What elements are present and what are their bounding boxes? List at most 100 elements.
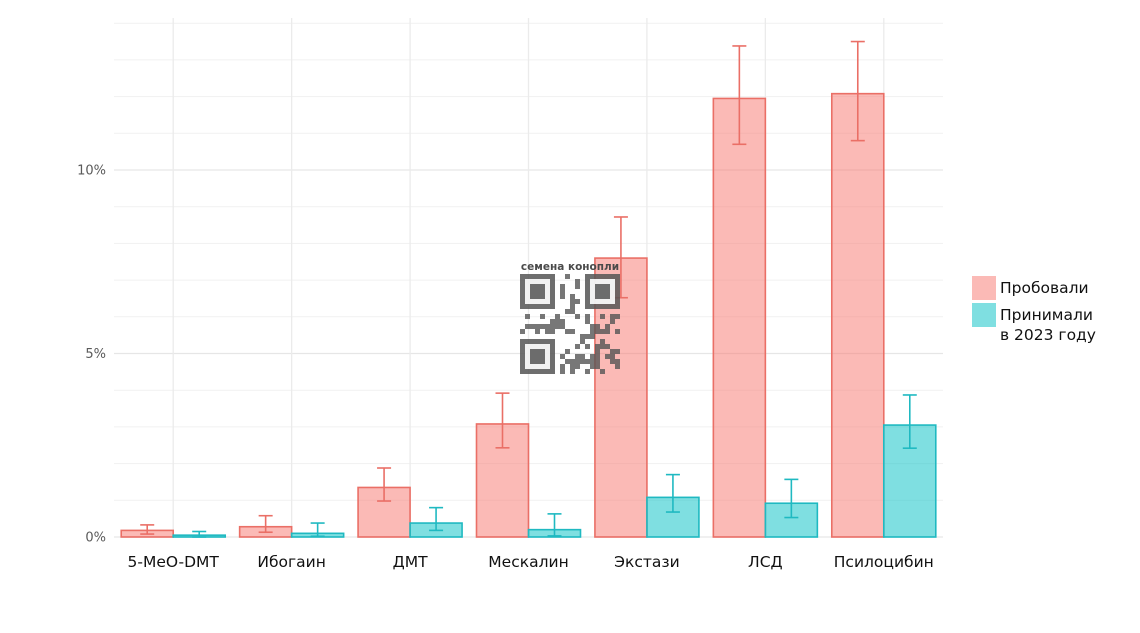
qr-module	[540, 324, 545, 329]
qr-module	[580, 339, 585, 344]
qr-module	[570, 299, 575, 304]
y-axis-ticks: 0% 5% 10%	[77, 164, 106, 546]
qr-module	[555, 314, 560, 319]
error-bars	[140, 40, 917, 538]
qr-module	[575, 314, 580, 319]
qr-module	[565, 309, 570, 314]
qr-module	[605, 324, 610, 329]
x-tick-label: 5-MeO-DMT	[128, 553, 220, 571]
legend-key-tried	[972, 276, 996, 300]
qr-module	[595, 364, 600, 369]
y-tick-label: 5%	[85, 347, 106, 362]
qr-finder-core	[530, 349, 545, 364]
qr-module	[600, 344, 605, 349]
qr-module	[535, 329, 540, 334]
qr-module	[570, 294, 575, 299]
qr-module	[575, 359, 580, 364]
qr-module	[540, 314, 545, 319]
qr-module	[580, 359, 585, 364]
qr-module	[585, 314, 590, 319]
qr-module	[610, 359, 615, 364]
qr-module	[615, 329, 620, 334]
qr-module	[575, 344, 580, 349]
qr-module	[595, 359, 600, 364]
qr-module	[595, 329, 600, 334]
qr-module	[560, 364, 565, 369]
qr-module	[600, 314, 605, 319]
qr-module	[585, 344, 590, 349]
qr-module	[610, 314, 615, 319]
qr-finder-core	[595, 284, 610, 299]
qr-module	[575, 299, 580, 304]
qr-module	[545, 329, 550, 334]
qr-module	[560, 289, 565, 294]
qr-module	[535, 324, 540, 329]
qr-module	[595, 324, 600, 329]
qr-module	[615, 364, 620, 369]
x-tick-label: Экстази	[614, 553, 680, 571]
qr-module	[570, 329, 575, 334]
qr-module	[590, 354, 595, 359]
qr-module	[555, 324, 560, 329]
qr-module	[575, 354, 580, 359]
qr-module	[585, 369, 590, 374]
qr-module	[590, 364, 595, 369]
y-tick-label: 0%	[85, 531, 106, 546]
watermark: семена конопли	[520, 261, 620, 374]
qr-module	[550, 329, 555, 334]
qr-module	[565, 359, 570, 364]
qr-module	[545, 324, 550, 329]
bar-tried	[712, 97, 767, 538]
qr-module	[560, 294, 565, 299]
qr-module	[605, 329, 610, 334]
x-tick-label: Псилоцибин	[834, 553, 934, 571]
qr-module	[560, 354, 565, 359]
qr-module	[550, 324, 555, 329]
legend-key-used-2023	[972, 303, 996, 327]
qr-module	[570, 309, 575, 314]
qr-module	[610, 354, 615, 359]
qr-module	[555, 319, 560, 324]
qr-module	[570, 364, 575, 369]
qr-module	[585, 359, 590, 364]
qr-module	[570, 369, 575, 374]
qr-module	[600, 369, 605, 374]
qr-module	[530, 324, 535, 329]
qr-module	[615, 349, 620, 354]
qr-module	[560, 284, 565, 289]
qr-module	[570, 359, 575, 364]
qr-module	[615, 359, 620, 364]
qr-module	[565, 274, 570, 279]
qr-module	[595, 354, 600, 359]
qr-finder-core	[530, 284, 545, 299]
qr-module	[570, 304, 575, 309]
x-tick-label: ДМТ	[393, 553, 428, 571]
qr-module	[590, 359, 595, 364]
watermark-label: семена конопли	[521, 261, 619, 273]
qr-module	[560, 369, 565, 374]
qr-module	[600, 329, 605, 334]
x-tick-label: Ибогаин	[257, 553, 326, 571]
x-axis-ticks: 5-MeO-DMT Ибогаин ДМТ Мескалин Экстази ЛСД Пси…	[128, 553, 934, 571]
qr-module	[615, 314, 620, 319]
qr-code-icon	[520, 274, 620, 374]
qr-module	[560, 319, 565, 324]
qr-module	[565, 329, 570, 334]
qr-module	[605, 354, 610, 359]
x-tick-label: Мескалин	[488, 553, 568, 571]
qr-module	[520, 329, 525, 334]
qr-module	[590, 324, 595, 329]
qr-module	[610, 349, 615, 354]
qr-module	[605, 344, 610, 349]
qr-module	[525, 324, 530, 329]
qr-module	[580, 354, 585, 359]
qr-module	[585, 334, 590, 339]
legend-label-used-2023: Принимали в 2023 году	[1000, 306, 1096, 344]
qr-module	[560, 324, 565, 329]
qr-module	[590, 334, 595, 339]
x-tick-label: ЛСД	[748, 553, 783, 571]
qr-module	[525, 314, 530, 319]
legend-label-tried: Пробовали	[1000, 279, 1089, 297]
qr-module	[595, 349, 600, 354]
